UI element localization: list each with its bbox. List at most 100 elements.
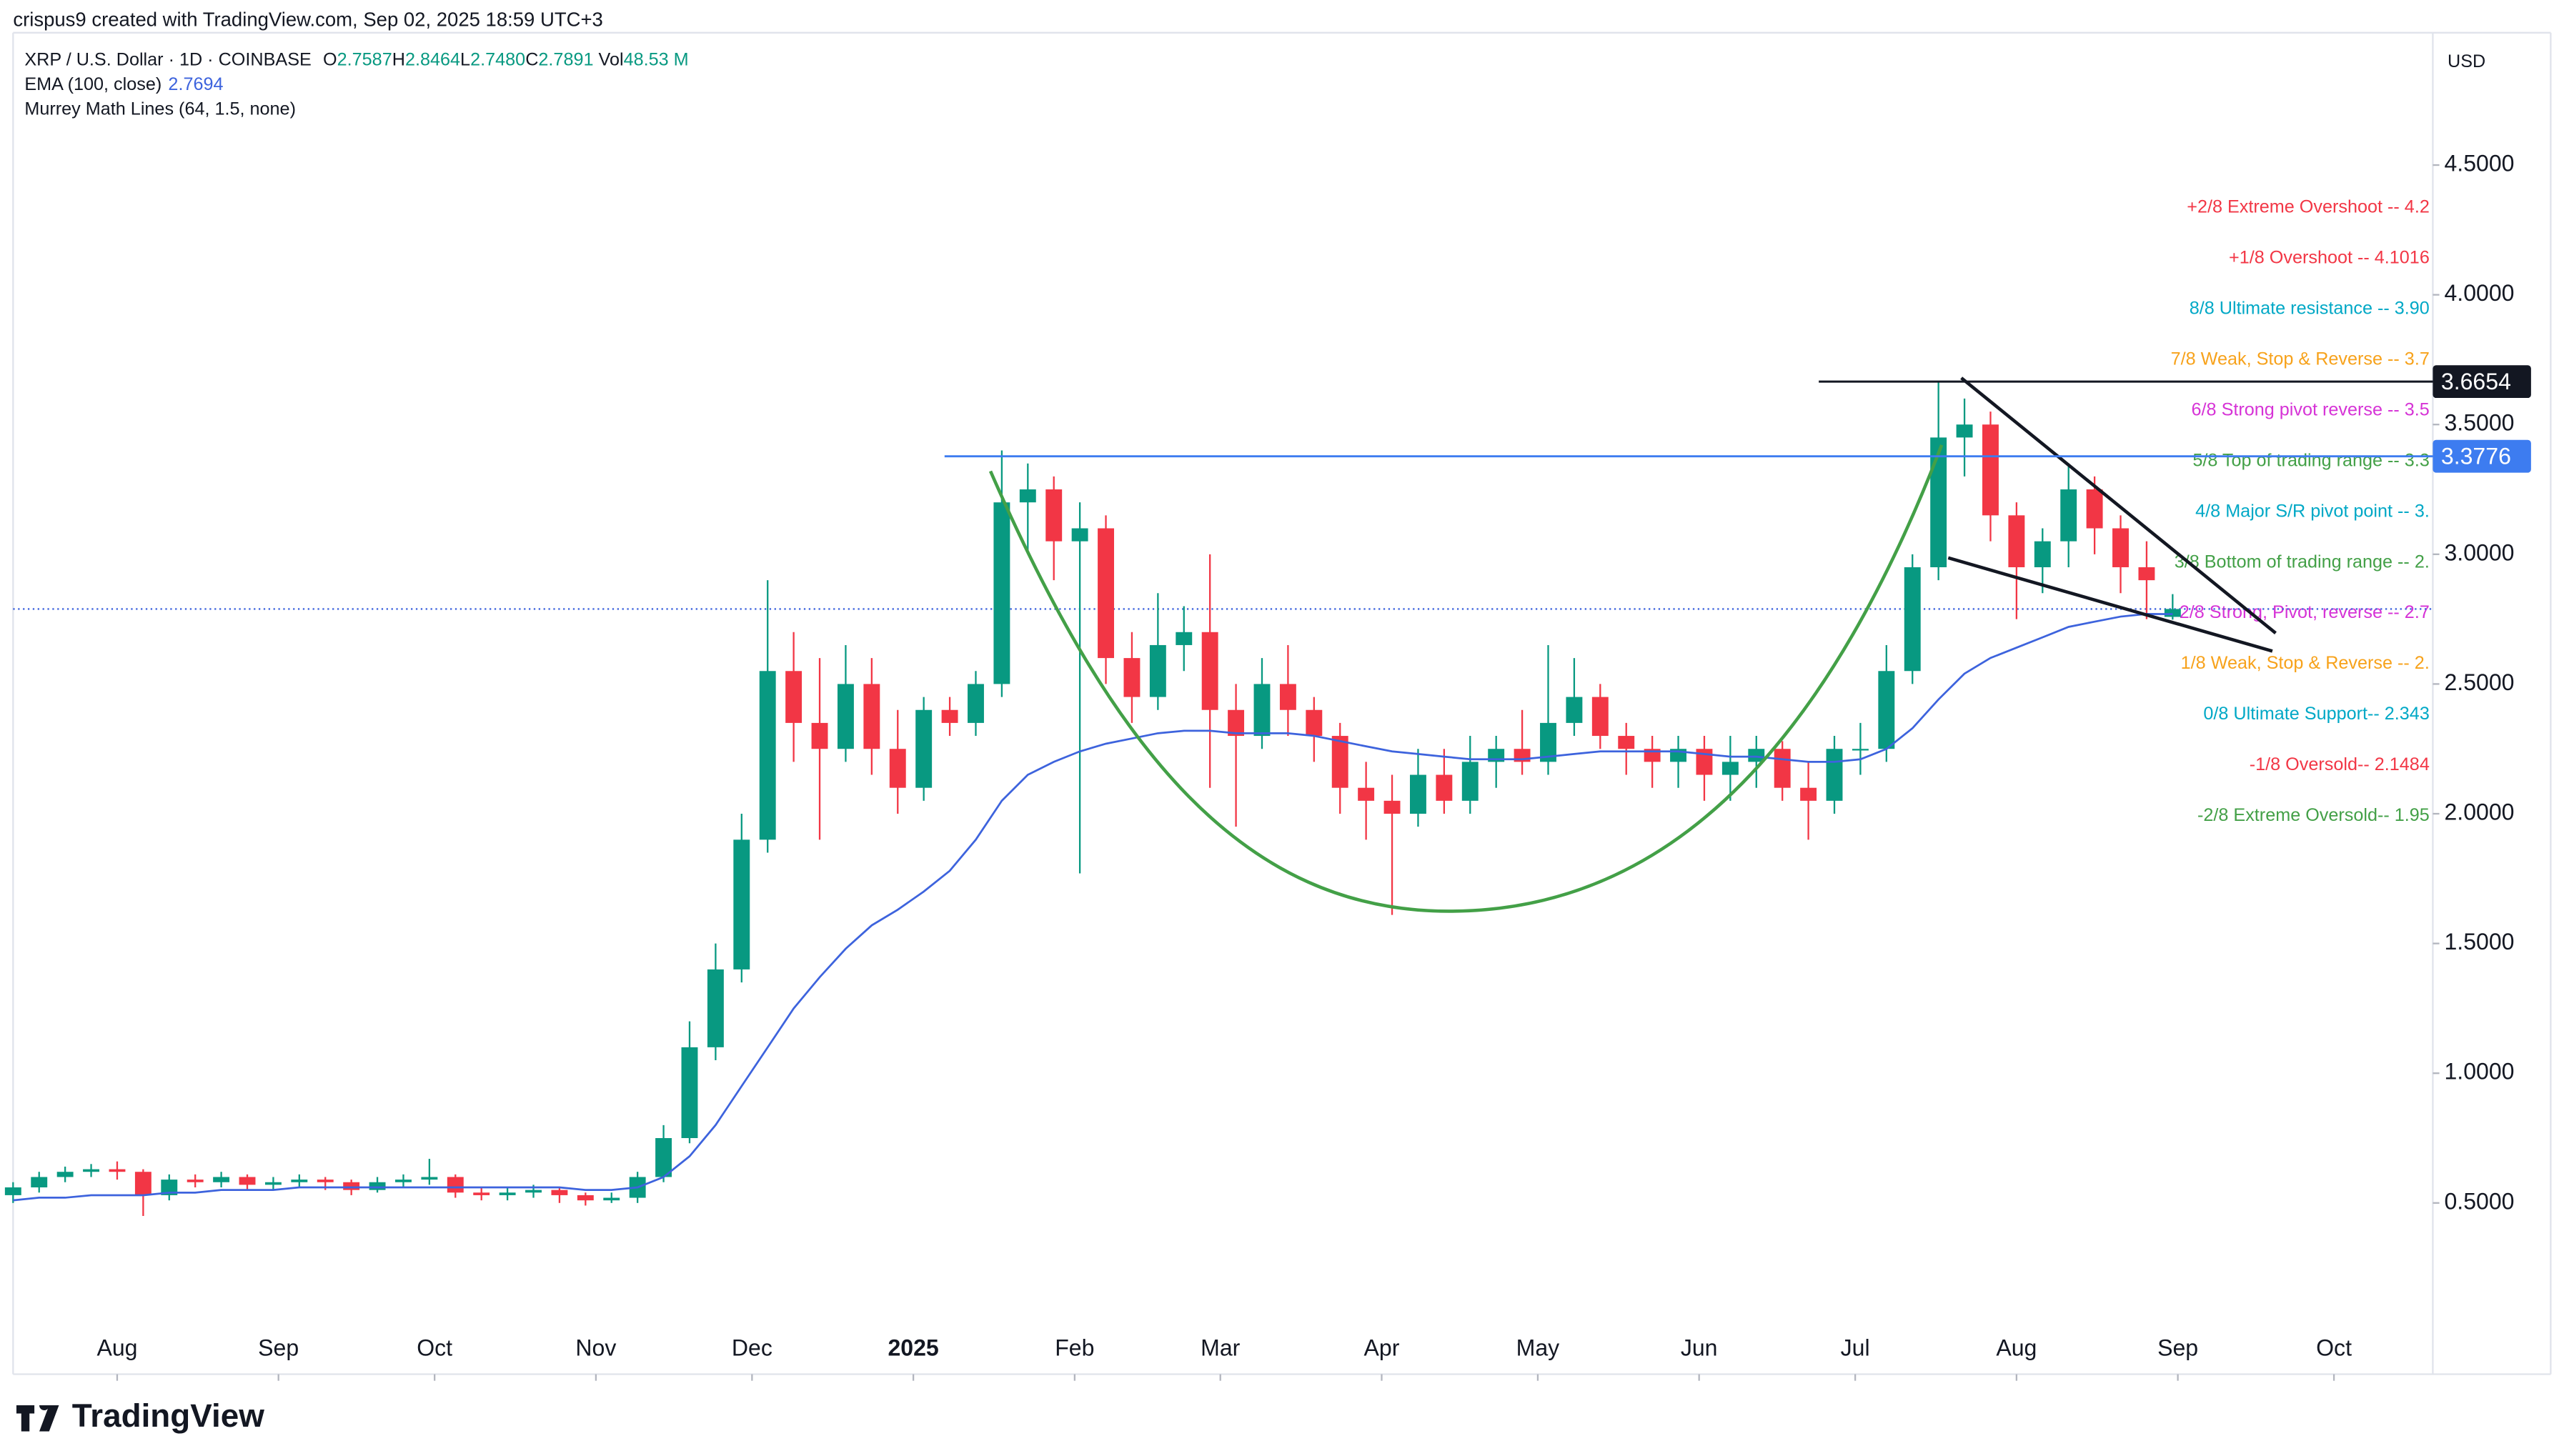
candle-body: [1045, 489, 1063, 542]
candle-body: [4, 1187, 21, 1195]
candle-body: [83, 1169, 100, 1172]
ohlc-value: 2.7891: [538, 50, 594, 71]
y-tick-label: 2.0000: [2444, 799, 2514, 824]
plot: 0.5000 1.0000 1.5000 2.0000 2.5000 3.0000 3.50…: [4, 151, 2515, 1381]
candle-body: [1358, 787, 1375, 801]
x-tick-label: Apr: [1364, 1335, 1400, 1361]
candle-body: [421, 1177, 438, 1180]
x-tick-label: Aug: [96, 1335, 137, 1361]
wedge-upper: [1960, 377, 2277, 634]
candle-body: [2060, 489, 2077, 542]
murrey-label: 6/8 Strong pivot reverse -- 3.5: [2192, 399, 2430, 419]
murrey-label: 1/8 Weak, Stop & Reverse -- 2.: [2181, 653, 2430, 673]
y-tick-label: 4.5000: [2444, 151, 2514, 176]
candle-body: [1409, 774, 1426, 814]
candle-body: [1436, 774, 1453, 801]
murrey-label: +1/8 Overshoot -- 4.1016: [2229, 248, 2430, 268]
candle-body: [1904, 567, 1921, 672]
y-tick-label: 2.5000: [2444, 669, 2514, 695]
candle-body: [863, 684, 880, 749]
x-tick-label: Sep: [2157, 1335, 2198, 1361]
candle-body: [1826, 749, 1843, 801]
candle-body: [1071, 528, 1088, 542]
candle-body: [1461, 762, 1479, 801]
candle-body: [317, 1180, 334, 1182]
attribution: crispus9 created with TradingView.com, S…: [13, 8, 603, 31]
candle-body: [1618, 736, 1635, 749]
price-label: 3.3776: [2441, 443, 2511, 469]
x-tick-label: Oct: [2316, 1335, 2352, 1361]
ohlc-value: 2.7480: [470, 50, 526, 71]
candle-body: [2138, 567, 2155, 581]
symbol-row: XRP / U.S. Dollar · 1D · COINBASE O2.758…: [24, 51, 688, 70]
candle-body: [1279, 684, 1296, 710]
candle-body: [1253, 684, 1271, 737]
candle-body: [239, 1177, 256, 1185]
candle-body: [707, 969, 724, 1047]
ema-line: [13, 613, 2173, 1202]
candle-body: [915, 709, 933, 788]
candle-body: [1591, 697, 1609, 737]
candle-body: [264, 1182, 282, 1185]
brand-logo: [16, 1404, 59, 1431]
ohlc-value: 2.8464: [404, 50, 461, 71]
x-tick-label: Mar: [1201, 1335, 1241, 1361]
x-tick-label: Dec: [732, 1335, 772, 1361]
x-tick-label: Aug: [1996, 1335, 2037, 1361]
candle-body: [1540, 722, 1556, 762]
ema-label: EMA (100, close): [24, 75, 162, 95]
candle-body: [968, 684, 984, 723]
brand-name: TradingView: [71, 1398, 264, 1435]
y-tick-label: 3.5000: [2444, 410, 2514, 436]
price-label-box: [2433, 365, 2531, 399]
x-tick-label: Oct: [417, 1335, 452, 1361]
ohlc-key: O: [323, 50, 337, 71]
candle-body: [525, 1190, 542, 1193]
candle-body: [1123, 658, 1141, 697]
candle-body: [1228, 709, 1245, 737]
cup-curve: [988, 444, 1944, 913]
candle-body: [447, 1177, 464, 1193]
candle-body: [1774, 749, 1791, 788]
candle-body: [785, 671, 803, 723]
candle-body: [109, 1169, 126, 1172]
candle-body: [213, 1177, 230, 1182]
candle-body: [551, 1190, 568, 1195]
ema-value: 2.7694: [168, 75, 224, 95]
ohlc-key: L: [460, 50, 471, 71]
candle-body: [811, 722, 828, 749]
ohlc-value: 2.7587: [337, 50, 392, 71]
candle-body: [1878, 671, 1895, 749]
volume-key: Vol: [598, 50, 624, 71]
candle-body: [941, 709, 958, 723]
murrey-label: 3/8 Bottom of trading range -- 2.: [2175, 552, 2430, 572]
candle-body: [2086, 489, 2103, 529]
murrey-label: 8/8 Ultimate resistance -- 3.90: [2190, 299, 2430, 319]
candle-body: [1019, 489, 1036, 503]
murrey-label: -2/8 Extreme Oversold-- 1.95: [2197, 805, 2430, 825]
candle-body: [1098, 528, 1114, 659]
candle-body: [603, 1197, 620, 1201]
volume: 48.53 M: [623, 50, 689, 71]
candle-body: [1956, 424, 1973, 438]
murrey-label: 5/8 Top of trading range -- 3.3: [2192, 450, 2429, 470]
x-tick-label: Feb: [1055, 1335, 1094, 1361]
x-tick-label: 2025: [888, 1335, 938, 1361]
candle-body: [1331, 736, 1348, 788]
candle-body: [1306, 709, 1323, 737]
candle-body: [1149, 644, 1166, 697]
candle-body: [1748, 749, 1765, 762]
murrey-label: Murrey Math Lines (64, 1.5, none): [24, 99, 296, 120]
murrey-label: 4/8 Major S/R pivot point -- 3.: [2195, 501, 2430, 521]
x-tick-label: Sep: [258, 1335, 299, 1361]
murrey-label: +2/8 Extreme Overshoot -- 4.2: [2187, 197, 2430, 217]
candle-body: [733, 839, 750, 969]
x-tick-label: Nov: [575, 1335, 616, 1361]
candle-body: [1383, 800, 1401, 814]
candle-body: [1852, 749, 1869, 751]
x-tick-label: May: [1516, 1335, 1560, 1361]
candle-body: [369, 1182, 386, 1190]
candle-body: [681, 1047, 698, 1139]
